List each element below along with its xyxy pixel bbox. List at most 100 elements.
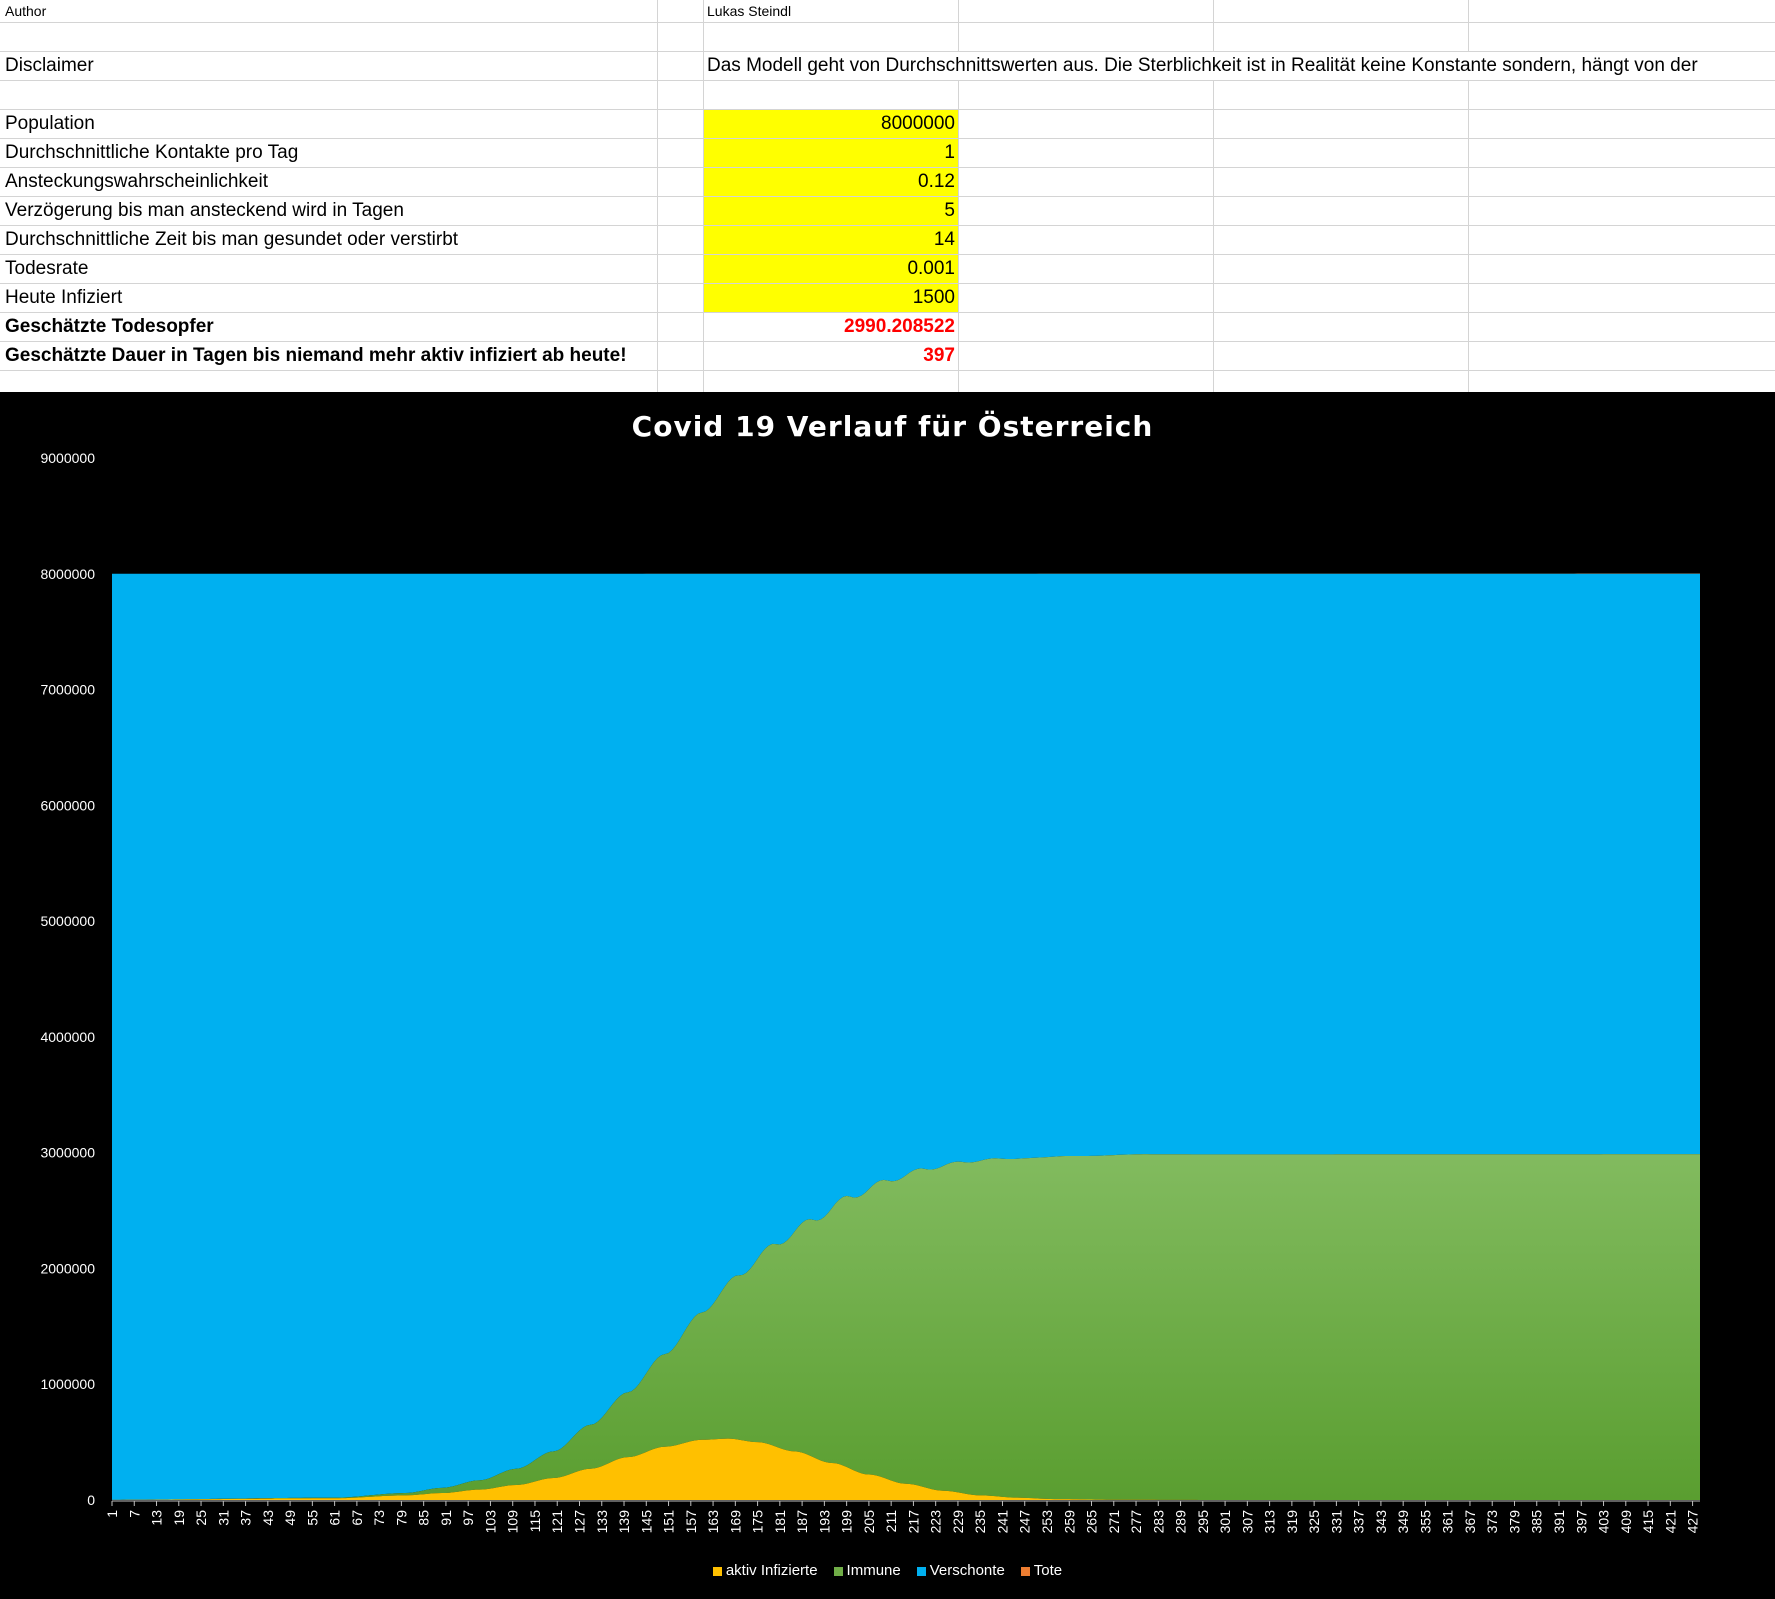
empty-cell[interactable]: [1469, 371, 1775, 392]
empty-cell[interactable]: [959, 342, 1214, 370]
param-label[interactable]: Durchschnittliche Kontakte pro Tag: [0, 139, 658, 167]
legend-item[interactable]: aktiv Infizierte: [712, 1562, 818, 1579]
author-label[interactable]: Author: [0, 0, 658, 22]
param-label[interactable]: Ansteckungswahrscheinlichkeit: [0, 168, 658, 196]
empty-cell[interactable]: [0, 23, 658, 51]
empty-cell[interactable]: [1469, 81, 1775, 109]
param-label[interactable]: Population: [0, 110, 658, 138]
x-tick-label: 127: [571, 1510, 587, 1534]
empty-cell[interactable]: [1214, 168, 1469, 196]
empty-cell[interactable]: [959, 110, 1214, 138]
covid-chart[interactable]: Covid 19 Verlauf für Österreich 0 1000000…: [0, 392, 1775, 1599]
legend-item[interactable]: Immune: [833, 1562, 901, 1579]
param-label[interactable]: Todesrate: [0, 255, 658, 283]
empty-cell[interactable]: [658, 81, 704, 109]
param-value[interactable]: 0.001: [704, 255, 959, 283]
empty-cell[interactable]: [1469, 226, 1775, 254]
empty-cell[interactable]: [658, 110, 704, 138]
x-tick-label: 181: [772, 1510, 788, 1534]
empty-cell[interactable]: [1469, 0, 1775, 22]
empty-cell[interactable]: [1469, 110, 1775, 138]
empty-cell[interactable]: [959, 0, 1214, 22]
empty-cell[interactable]: [658, 342, 704, 370]
empty-cell[interactable]: [959, 371, 1214, 392]
empty-cell[interactable]: [704, 371, 959, 392]
chart-title: Covid 19 Verlauf für Österreich: [631, 410, 1154, 443]
x-tick-label: 169: [727, 1510, 743, 1534]
empty-cell[interactable]: [658, 168, 704, 196]
empty-cell[interactable]: [959, 139, 1214, 167]
empty-cell[interactable]: [959, 23, 1214, 51]
x-tick-label: 7: [126, 1510, 142, 1518]
empty-cell[interactable]: [1469, 342, 1775, 370]
empty-cell[interactable]: [1214, 81, 1469, 109]
author-value[interactable]: Lukas Steindl: [704, 0, 959, 22]
empty-cell[interactable]: [1469, 284, 1775, 312]
empty-cell[interactable]: [959, 284, 1214, 312]
disclaimer-label[interactable]: Disclaimer: [0, 52, 658, 80]
empty-cell[interactable]: [1214, 23, 1469, 51]
param-value[interactable]: 8000000: [704, 110, 959, 138]
empty-cell[interactable]: [658, 371, 704, 392]
disclaimer-value[interactable]: Das Modell geht von Durchschnittswerten …: [707, 55, 1698, 76]
empty-cell[interactable]: [959, 313, 1214, 341]
empty-cell[interactable]: [1214, 110, 1469, 138]
empty-cell[interactable]: [1469, 168, 1775, 196]
empty-cell[interactable]: [0, 371, 658, 392]
empty-cell[interactable]: [658, 52, 704, 80]
param-label[interactable]: Verzögerung bis man ansteckend wird in T…: [0, 197, 658, 225]
empty-cell[interactable]: [658, 0, 704, 22]
empty-cell[interactable]: [658, 23, 704, 51]
result-label[interactable]: Geschätzte Dauer in Tagen bis niemand me…: [0, 342, 658, 370]
param-value[interactable]: 1: [704, 139, 959, 167]
empty-cell[interactable]: [1214, 284, 1469, 312]
param-label[interactable]: Durchschnittliche Zeit bis man gesundet …: [0, 226, 658, 254]
result-value[interactable]: 397: [704, 342, 959, 370]
empty-cell[interactable]: [658, 313, 704, 341]
param-value[interactable]: 14: [704, 226, 959, 254]
empty-cell[interactable]: [1214, 371, 1469, 392]
x-tick-label: 217: [905, 1510, 921, 1534]
empty-cell[interactable]: [959, 168, 1214, 196]
param-label[interactable]: Heute Infiziert: [0, 284, 658, 312]
result-value[interactable]: 2990.208522: [704, 313, 959, 341]
x-tick-label: 265: [1084, 1510, 1100, 1534]
param-row: Ansteckungswahrscheinlichkeit 0.12: [0, 168, 1775, 197]
empty-cell[interactable]: [658, 139, 704, 167]
empty-cell[interactable]: [959, 197, 1214, 225]
x-tick-label: 349: [1395, 1510, 1411, 1534]
param-row: Heute Infiziert 1500: [0, 284, 1775, 313]
param-value[interactable]: 1500: [704, 284, 959, 312]
empty-cell[interactable]: [959, 226, 1214, 254]
empty-cell[interactable]: [1214, 197, 1469, 225]
empty-cell[interactable]: [704, 81, 959, 109]
empty-cell[interactable]: [1214, 313, 1469, 341]
empty-cell[interactable]: [1214, 139, 1469, 167]
empty-cell[interactable]: [658, 226, 704, 254]
empty-cell[interactable]: [1469, 313, 1775, 341]
legend-item[interactable]: Verschonte: [916, 1562, 1005, 1579]
result-label[interactable]: Geschätzte Todesopfer: [0, 313, 658, 341]
empty-cell[interactable]: [0, 81, 658, 109]
param-value[interactable]: 0.12: [704, 168, 959, 196]
empty-cell[interactable]: [704, 23, 959, 51]
empty-cell[interactable]: [1214, 226, 1469, 254]
param-value[interactable]: 5: [704, 197, 959, 225]
empty-cell[interactable]: [658, 197, 704, 225]
empty-cell[interactable]: [1469, 255, 1775, 283]
legend-item[interactable]: Tote: [1020, 1562, 1062, 1579]
empty-cell[interactable]: [1214, 0, 1469, 22]
empty-cell[interactable]: [1469, 197, 1775, 225]
empty-cell[interactable]: [1469, 23, 1775, 51]
empty-cell[interactable]: [959, 255, 1214, 283]
empty-cell[interactable]: [1214, 255, 1469, 283]
empty-cell[interactable]: [658, 284, 704, 312]
empty-cell[interactable]: [959, 81, 1214, 109]
empty-cell[interactable]: [1469, 139, 1775, 167]
x-tick-label: 13: [149, 1510, 165, 1526]
empty-cell[interactable]: [1214, 342, 1469, 370]
y-tick-label: 3000000: [40, 1145, 95, 1161]
param-row: Durchschnittliche Zeit bis man gesundet …: [0, 226, 1775, 255]
row-empty-3: [0, 371, 1775, 392]
empty-cell[interactable]: [658, 255, 704, 283]
